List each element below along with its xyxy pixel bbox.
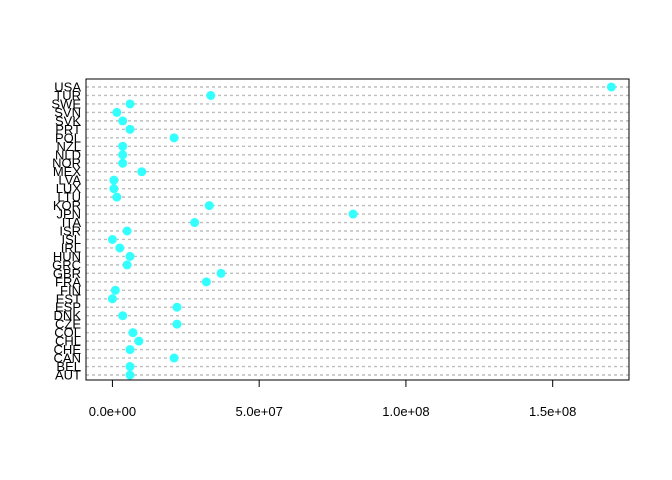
category-label-pol: POL bbox=[55, 130, 81, 145]
point-irl bbox=[115, 243, 125, 253]
category-label-lva: LVA bbox=[58, 173, 81, 188]
category-label-usa: USA bbox=[54, 80, 81, 95]
x-axis: 0.0e+00 5.0e+07 1.0e+08 1.5e+08 bbox=[89, 379, 576, 419]
point-kor bbox=[204, 201, 214, 211]
category-label-nzl: NZL bbox=[56, 139, 81, 154]
category-label-prt: PRT bbox=[55, 122, 81, 137]
point-tur bbox=[206, 90, 216, 100]
point-fin bbox=[110, 285, 120, 295]
category-label-lux: LUX bbox=[56, 181, 82, 196]
point-grc bbox=[122, 260, 132, 270]
point-svn bbox=[112, 107, 122, 117]
x-tick-label: 5.0e+07 bbox=[235, 404, 282, 419]
category-label-cze: CZE bbox=[55, 317, 81, 332]
point-isl bbox=[107, 234, 117, 244]
category-label-kor: KOR bbox=[53, 198, 81, 213]
point-jpn bbox=[348, 209, 358, 219]
point-ita bbox=[190, 218, 200, 228]
point-fra bbox=[201, 277, 211, 287]
point-aut bbox=[125, 370, 135, 380]
category-label-svk: SVK bbox=[55, 113, 81, 128]
data-points bbox=[107, 82, 616, 380]
category-label-grc: GRC bbox=[52, 257, 81, 272]
category-label-swe: SWE bbox=[51, 96, 81, 111]
category-labels: AUTBELCANCHECHLCOLCZEDNKESPESTFINFRAGBRG… bbox=[51, 80, 81, 383]
point-bel bbox=[125, 362, 135, 372]
point-swe bbox=[125, 99, 135, 109]
category-label-fin: FIN bbox=[60, 283, 81, 298]
point-est bbox=[107, 294, 117, 304]
point-svk bbox=[118, 116, 128, 126]
category-label-jpn: JPN bbox=[56, 207, 81, 222]
category-label-can: CAN bbox=[54, 351, 81, 366]
category-label-dnk: DNK bbox=[54, 308, 82, 323]
point-isr bbox=[122, 226, 132, 236]
point-ltu bbox=[112, 192, 122, 202]
category-label-gbr: GBR bbox=[53, 266, 81, 281]
category-label-isr: ISR bbox=[59, 224, 81, 239]
point-lva bbox=[109, 175, 119, 185]
category-label-nor: NOR bbox=[52, 156, 81, 171]
category-label-est: EST bbox=[56, 291, 81, 306]
point-che bbox=[125, 345, 135, 355]
point-can bbox=[169, 353, 179, 363]
category-label-che: CHE bbox=[54, 342, 82, 357]
point-esp bbox=[172, 302, 182, 312]
plot-frame bbox=[85, 78, 630, 381]
category-label-bel: BEL bbox=[56, 359, 81, 374]
point-usa bbox=[606, 82, 616, 92]
point-chl bbox=[134, 336, 144, 346]
point-dnk bbox=[118, 311, 128, 321]
category-label-aut: AUT bbox=[55, 368, 81, 383]
category-label-tur: TUR bbox=[54, 88, 81, 103]
point-mex bbox=[137, 167, 147, 177]
x-tick-label: 0.0e+00 bbox=[89, 404, 136, 419]
point-hun bbox=[125, 251, 135, 261]
category-label-chl: CHL bbox=[55, 334, 81, 349]
category-label-nld: NLD bbox=[55, 147, 81, 162]
category-label-col: COL bbox=[54, 325, 81, 340]
point-lux bbox=[109, 184, 119, 194]
category-label-irl: IRL bbox=[61, 240, 81, 255]
point-prt bbox=[125, 124, 135, 134]
category-label-svn: SVN bbox=[54, 105, 81, 120]
category-label-fra: FRA bbox=[55, 274, 81, 289]
category-label-ita: ITA bbox=[62, 215, 82, 230]
point-nor bbox=[118, 158, 128, 168]
point-pol bbox=[169, 133, 179, 143]
point-cze bbox=[172, 319, 182, 329]
category-label-esp: ESP bbox=[55, 300, 81, 315]
category-label-mex: MEX bbox=[53, 164, 82, 179]
point-nzl bbox=[118, 141, 128, 151]
point-nld bbox=[118, 150, 128, 160]
x-tick-label: 1.0e+08 bbox=[382, 404, 429, 419]
x-tick-label: 1.5e+08 bbox=[529, 404, 576, 419]
category-label-ltu: LTU bbox=[57, 190, 81, 205]
category-label-hun: HUN bbox=[53, 249, 81, 264]
category-label-isl: ISL bbox=[61, 232, 81, 247]
point-gbr bbox=[216, 268, 226, 278]
point-col bbox=[128, 328, 138, 338]
grid-lines bbox=[86, 86, 629, 376]
